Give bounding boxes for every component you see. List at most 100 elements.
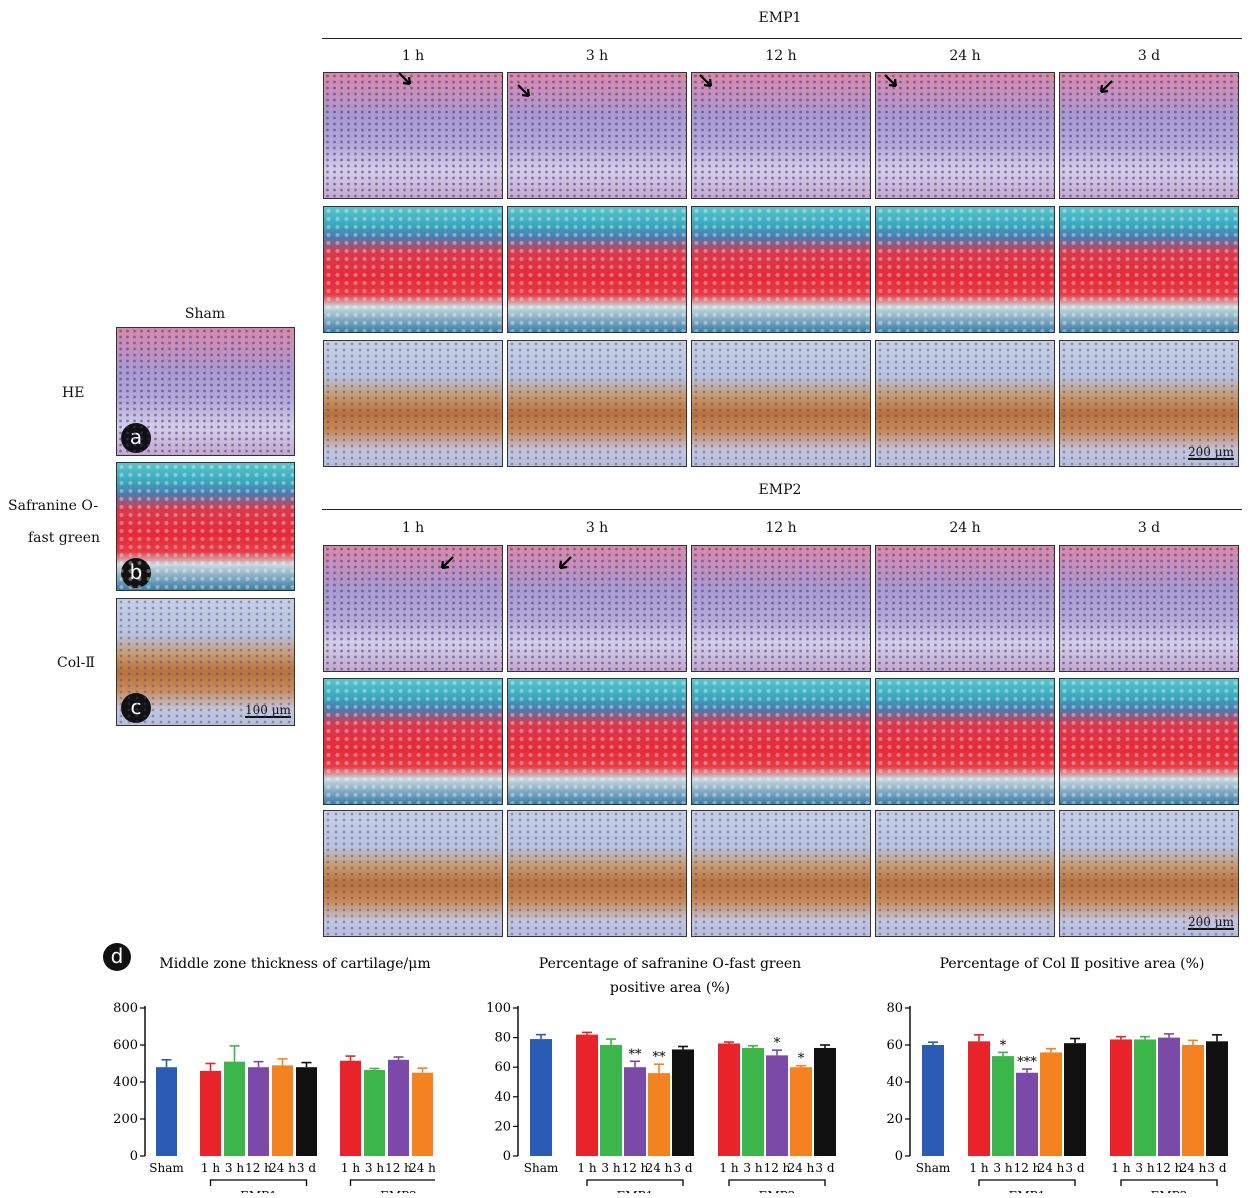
scale-bar: 200 μm bbox=[1188, 445, 1234, 460]
y-tick-label: 20 bbox=[886, 1112, 903, 1127]
bar bbox=[412, 1072, 433, 1156]
group-label: EMP1 bbox=[240, 1189, 277, 1193]
bar bbox=[1016, 1072, 1038, 1156]
micrograph-emp2-24h-safranine bbox=[875, 678, 1055, 805]
bar bbox=[388, 1059, 409, 1156]
bar bbox=[1158, 1037, 1180, 1156]
micrograph-emp1-24h-col2 bbox=[875, 340, 1055, 467]
micrograph-emp1-1h-he bbox=[323, 72, 503, 199]
bar bbox=[1134, 1039, 1156, 1156]
time-label: 12 h bbox=[765, 48, 797, 64]
x-tick-label: 3 h bbox=[225, 1161, 244, 1175]
micrograph-emp2-12h-he bbox=[691, 545, 871, 672]
micrograph-emp2-12h-col2 bbox=[691, 810, 871, 937]
chart-title: Percentage of Col Ⅱ positive area (%) bbox=[940, 956, 1205, 972]
group-bracket bbox=[209, 1179, 308, 1186]
y-tick-label: 20 bbox=[494, 1119, 511, 1134]
micrograph-emp1-3h-col2 bbox=[507, 340, 687, 467]
x-tick-label: 1 h bbox=[719, 1161, 738, 1175]
x-tick-label: 3 d bbox=[297, 1161, 316, 1175]
x-tick-label: 24 h bbox=[1180, 1161, 1207, 1175]
chart-col2-positive-area: Percentage of Col Ⅱ positive area (%) 0 2… bbox=[886, 956, 1228, 1193]
micrograph-emp1-1h-col2 bbox=[323, 340, 503, 467]
micrograph-emp2-3d-he bbox=[1059, 545, 1239, 672]
time-label: 12 h bbox=[765, 520, 797, 536]
time-label: 24 h bbox=[949, 520, 981, 536]
x-tick-label: 12 h bbox=[764, 1161, 791, 1175]
micrograph-emp2-1h-safranine bbox=[323, 678, 503, 805]
chart-title-line2: positive area (%) bbox=[610, 980, 730, 996]
micrograph-emp2-1h-col2 bbox=[323, 810, 503, 937]
bar bbox=[1040, 1052, 1062, 1156]
y-tick-label: 0 bbox=[503, 1149, 511, 1164]
arrow-icon bbox=[440, 556, 454, 570]
x-tick-label: 12 h bbox=[1156, 1161, 1183, 1175]
micrograph-sham-col2: c 100 μm bbox=[116, 598, 295, 726]
micrograph-emp2-3h-col2 bbox=[507, 810, 687, 937]
x-tick-label: 1 h bbox=[1111, 1161, 1130, 1175]
micrograph-emp1-24h-he bbox=[875, 72, 1055, 199]
x-tick-label: 24 h bbox=[646, 1161, 673, 1175]
time-label: 1 h bbox=[401, 520, 425, 536]
group-bracket bbox=[349, 1179, 435, 1186]
bar bbox=[624, 1067, 646, 1156]
time-label: 1 h bbox=[401, 48, 425, 64]
time-label: 24 h bbox=[949, 48, 981, 64]
group-label: EMP2 bbox=[759, 1189, 796, 1193]
micrograph-emp1-24h-safranine bbox=[875, 206, 1055, 333]
bar bbox=[922, 1045, 944, 1156]
arrow-icon bbox=[398, 72, 412, 86]
group-title-emp1: EMP1 bbox=[758, 10, 802, 26]
bar bbox=[1182, 1045, 1204, 1156]
micrograph-emp2-3h-he bbox=[507, 545, 687, 672]
y-tick-label: 100 bbox=[486, 1001, 511, 1016]
bar bbox=[766, 1055, 788, 1156]
bar bbox=[224, 1061, 245, 1156]
y-tick-label: 400 bbox=[113, 1075, 138, 1090]
bar bbox=[1206, 1041, 1228, 1156]
x-tick-label: 1 h bbox=[577, 1161, 596, 1175]
micrograph-emp2-24h-col2 bbox=[875, 810, 1055, 937]
x-tick-label: 1 h bbox=[201, 1161, 220, 1175]
group-label: EMP1 bbox=[1009, 1189, 1046, 1193]
bar bbox=[992, 1056, 1014, 1156]
row-label-he: HE bbox=[62, 385, 85, 401]
x-tick-label: 1 h bbox=[969, 1161, 988, 1175]
y-tick-label: 80 bbox=[494, 1031, 511, 1046]
significance-mark: ** bbox=[629, 1047, 643, 1062]
panel-letter-d: d bbox=[103, 943, 131, 971]
micrograph-sham-he: a bbox=[116, 327, 295, 456]
group-label: EMP2 bbox=[1151, 1189, 1188, 1193]
x-tick-label: 24 h bbox=[788, 1161, 815, 1175]
micrograph-emp2-3d-safranine bbox=[1059, 678, 1239, 805]
bar bbox=[248, 1067, 269, 1156]
bar bbox=[340, 1060, 361, 1156]
group-bracket bbox=[978, 1179, 1076, 1186]
x-tick-label: 12 h bbox=[385, 1161, 412, 1175]
x-tick-label: 12 h bbox=[622, 1161, 649, 1175]
micrograph-emp2-12h-safranine bbox=[691, 678, 871, 805]
x-tick-label: 3 h bbox=[1135, 1161, 1154, 1175]
bar bbox=[600, 1045, 622, 1156]
y-tick-label: 60 bbox=[494, 1060, 511, 1075]
y-tick-label: 40 bbox=[494, 1090, 511, 1105]
x-tick-label: 12 h bbox=[1014, 1161, 1041, 1175]
x-tick-label: 3 h bbox=[365, 1161, 384, 1175]
bar bbox=[814, 1047, 836, 1156]
micrograph-sham-safranine: b bbox=[116, 462, 295, 591]
group-bracket bbox=[586, 1179, 684, 1186]
group-bracket bbox=[1120, 1179, 1218, 1186]
time-label: 3 h bbox=[585, 520, 609, 536]
y-tick-label: 40 bbox=[886, 1075, 903, 1090]
chart-title: Percentage of safranine O-fast green bbox=[539, 956, 801, 972]
time-label: 3 d bbox=[1137, 48, 1161, 64]
row-label-safranine-2: fast green bbox=[28, 530, 101, 546]
group-divider-emp1 bbox=[322, 38, 1242, 39]
x-tick-label: Sham bbox=[149, 1161, 184, 1175]
micrograph-emp2-24h-he bbox=[875, 545, 1055, 672]
micrograph-emp1-12h-he bbox=[691, 72, 871, 199]
y-tick-label: 0 bbox=[130, 1149, 138, 1164]
bar bbox=[1064, 1043, 1086, 1156]
bar bbox=[272, 1065, 293, 1156]
significance-mark: * bbox=[798, 1052, 805, 1067]
